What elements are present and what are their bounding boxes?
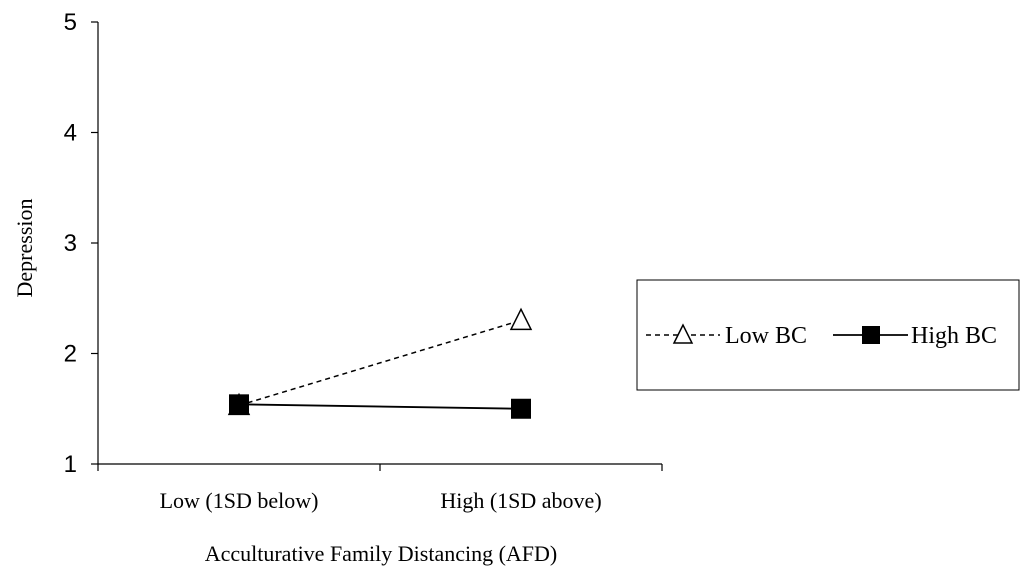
series-line-low-bc: [238, 319, 522, 407]
x-tick-label: High (1SD above): [440, 488, 601, 513]
legend-marker-triangle: [672, 323, 694, 344]
x-ticks: Low (1SD below) High (1SD above): [97, 464, 663, 513]
data-point-low-bc: [509, 307, 533, 331]
y-ticks: 1 2 3 4 5: [64, 9, 98, 478]
axes: [97, 22, 662, 465]
legend: Low BC High BC: [636, 279, 1020, 391]
data-point-high-bc: [511, 398, 531, 419]
x-axis-label: Acculturative Family Distancing (AFD): [205, 541, 558, 566]
y-tick-label: 2: [64, 341, 77, 368]
y-tick-label: 3: [64, 230, 77, 257]
series-group: [227, 307, 533, 419]
data-point-high-bc: [229, 394, 249, 415]
legend-label-high-bc: High BC: [911, 323, 997, 349]
series-line-high-bc: [238, 403, 522, 410]
y-tick-label: 4: [64, 120, 77, 147]
x-tick-label: Low (1SD below): [160, 488, 319, 513]
legend-label-low-bc: Low BC: [725, 323, 807, 349]
legend-marker-square: [862, 326, 880, 344]
y-tick-label: 5: [64, 9, 77, 36]
y-axis-label: Depression: [12, 199, 37, 298]
y-tick-label: 1: [64, 451, 77, 478]
